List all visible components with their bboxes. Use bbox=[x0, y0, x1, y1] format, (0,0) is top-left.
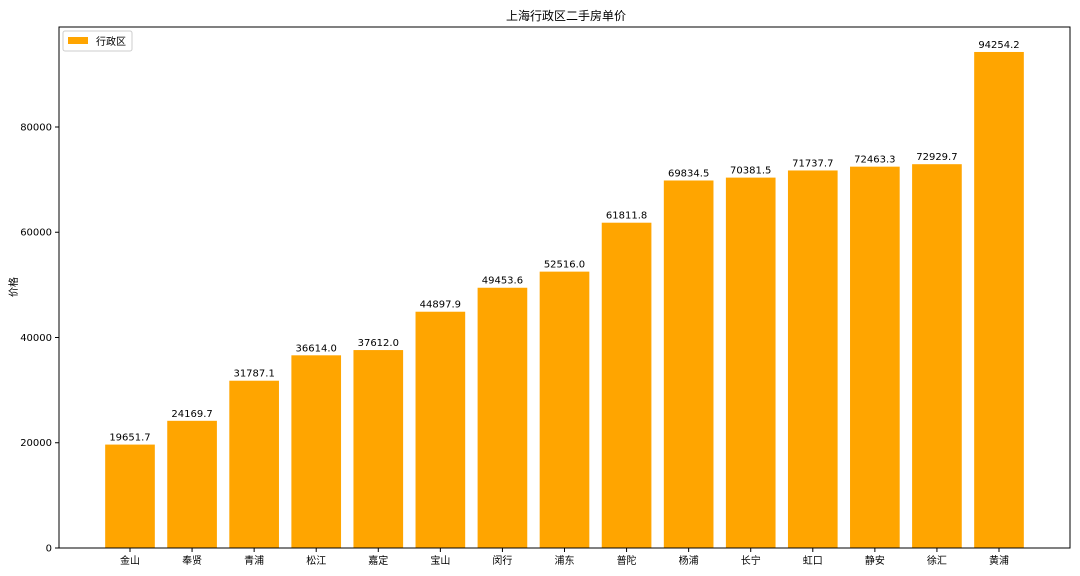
bar-长宁 bbox=[725, 177, 776, 549]
y-tick-label: 40000 bbox=[20, 333, 52, 344]
data-label: 31787.1 bbox=[233, 369, 274, 380]
bar-杨浦 bbox=[663, 180, 714, 548]
bar-普陀 bbox=[601, 222, 652, 549]
bar-宝山 bbox=[415, 311, 466, 548]
data-label: 72929.7 bbox=[916, 152, 957, 163]
legend-swatch bbox=[68, 37, 88, 44]
data-label: 70381.5 bbox=[730, 166, 771, 177]
bar-徐汇 bbox=[912, 164, 962, 548]
data-label: 37612.0 bbox=[358, 338, 399, 349]
bar-嘉定 bbox=[353, 350, 404, 548]
bar-金山 bbox=[105, 444, 155, 548]
data-label: 69834.5 bbox=[668, 168, 709, 179]
bar-静安 bbox=[850, 166, 900, 548]
data-label: 52516.0 bbox=[544, 260, 585, 271]
data-label: 36614.0 bbox=[296, 343, 337, 354]
legend-label: 行政区 bbox=[96, 35, 126, 48]
data-labels-group: 19651.7 24169.7 31787.1 36614.0 37612.0 44897… bbox=[109, 40, 1019, 444]
bar-奉贤 bbox=[167, 420, 217, 548]
legend: 行政区 bbox=[62, 30, 133, 52]
x-tick-label: 松江 bbox=[306, 554, 326, 567]
x-tick-label: 嘉定 bbox=[368, 554, 388, 567]
data-label: 24169.7 bbox=[171, 409, 212, 420]
data-label: 94254.2 bbox=[978, 40, 1019, 51]
data-label: 61811.8 bbox=[606, 211, 647, 222]
y-ticks-group: 0 20000 40000 60000 80000 bbox=[20, 122, 59, 555]
x-tick-label: 闵行 bbox=[492, 554, 512, 567]
y-tick-label: 60000 bbox=[20, 228, 52, 239]
data-label: 19651.7 bbox=[109, 433, 150, 444]
data-label: 72463.3 bbox=[854, 155, 895, 166]
x-tick-label: 青浦 bbox=[244, 554, 264, 567]
x-tick-label: 杨浦 bbox=[679, 554, 699, 567]
chart-title: 上海行政区二手房单价 bbox=[506, 8, 626, 23]
bar-松江 bbox=[291, 355, 342, 548]
x-tick-label: 虹口 bbox=[803, 555, 823, 567]
x-tick-label: 宝山 bbox=[430, 554, 450, 567]
y-tick-label: 80000 bbox=[20, 122, 52, 133]
y-axis-label: 价格 bbox=[7, 277, 20, 297]
x-ticks-group: 金山 奉贤 青浦 松江 嘉定 宝山 闵行 浦东 普陀 杨浦 长宁 虹口 静安 徐汇 黄浦 bbox=[120, 548, 1009, 567]
bar-浦东 bbox=[539, 271, 590, 548]
x-tick-label: 徐汇 bbox=[927, 554, 947, 567]
y-tick-label: 0 bbox=[46, 544, 52, 555]
bar-黄浦 bbox=[974, 51, 1024, 548]
data-label: 49453.6 bbox=[482, 276, 523, 287]
x-tick-label: 浦东 bbox=[555, 554, 575, 567]
x-tick-label: 金山 bbox=[120, 554, 140, 567]
bar-青浦 bbox=[229, 380, 279, 548]
bar-闵行 bbox=[477, 287, 528, 548]
legend-box bbox=[62, 30, 133, 52]
x-tick-label: 奉贤 bbox=[182, 554, 202, 567]
x-tick-label: 静安 bbox=[865, 554, 885, 567]
y-tick-label: 20000 bbox=[20, 438, 52, 449]
data-label: 71737.7 bbox=[792, 158, 833, 169]
bar-虹口 bbox=[787, 170, 838, 548]
bars-group bbox=[105, 51, 1024, 549]
x-tick-label: 普陀 bbox=[617, 554, 637, 567]
x-tick-label: 黄浦 bbox=[989, 554, 1009, 567]
plot-frame bbox=[58, 26, 1071, 549]
data-label: 44897.9 bbox=[420, 300, 461, 311]
x-tick-label: 长宁 bbox=[741, 554, 761, 567]
